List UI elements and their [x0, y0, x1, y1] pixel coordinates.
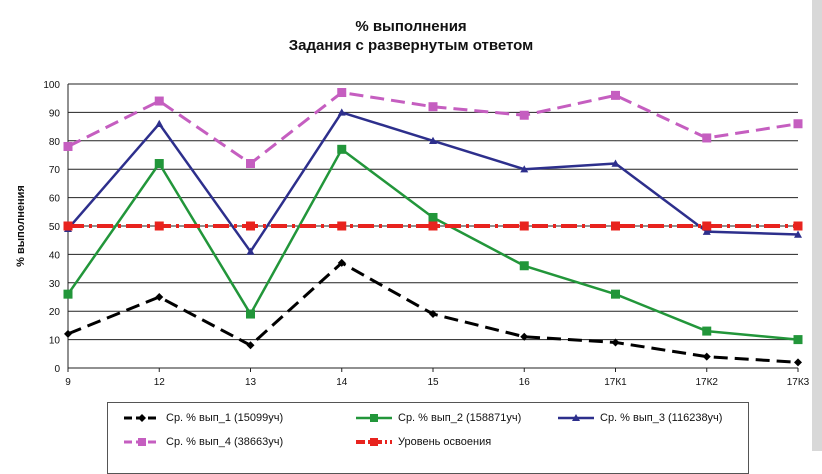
legend-item-1: Ср. % вып_1 (15099уч)	[122, 409, 283, 427]
series-4-point	[337, 88, 347, 98]
series-5-point	[519, 221, 529, 231]
series-2-point	[793, 335, 803, 345]
y-axis-label: % выполнения	[15, 185, 27, 267]
series-5-point	[154, 221, 164, 231]
y-tick-label: 50	[49, 222, 61, 233]
series-5-point	[337, 221, 347, 231]
series-4-point	[246, 159, 255, 169]
x-tick-label: 13	[245, 377, 257, 388]
legend-swatch-marker	[138, 414, 146, 422]
legend-swatch	[356, 438, 392, 446]
x-tick-label: 9	[65, 377, 71, 388]
legend-item-2: Ср. % вып_2 (158871уч)	[354, 409, 521, 427]
series-3-point	[794, 230, 802, 238]
x-tick-label: 17К3	[787, 377, 810, 388]
series-5-point	[793, 221, 803, 231]
legend-label: Уровень освоения	[398, 436, 492, 448]
legend-swatch	[124, 438, 160, 446]
y-tick-label: 70	[49, 165, 61, 176]
legend-item-4: Ср. % вып_4 (38663уч)	[122, 433, 283, 451]
line-chart: 0 10 20 30 40 50 60 70 80 90 100 9 12 13 14 15 16 17К1 17К…	[15, 80, 810, 388]
series-2-point	[337, 144, 347, 154]
y-tick-label: 40	[49, 250, 61, 261]
series-4-point	[154, 96, 164, 106]
y-tick-label: 30	[49, 279, 61, 290]
series-3-point	[337, 108, 346, 116]
legend-label: Ср. % вып_2 (158871уч)	[398, 412, 522, 424]
series-1-point	[794, 358, 802, 367]
y-tick-label: 90	[49, 108, 61, 119]
legend-swatch	[124, 414, 160, 422]
legend-swatch-marker	[138, 438, 146, 446]
series-3-point	[155, 119, 164, 127]
y-tick-label: 60	[49, 194, 61, 205]
series-2-point	[63, 289, 73, 299]
series-3-point	[702, 227, 711, 235]
legend-swatch-marker	[370, 438, 378, 446]
series-2-point	[519, 261, 529, 271]
chart-frame: % выполнения Задания с развернутым ответ…	[15, 0, 822, 474]
series-2-point	[246, 309, 255, 319]
series-3-point	[246, 247, 255, 255]
series-2-point	[702, 326, 712, 336]
x-tick-label: 16	[519, 377, 531, 388]
series-5-point	[428, 221, 438, 231]
series-2-point	[154, 159, 164, 169]
series-2-point	[611, 289, 620, 299]
series-1-point	[520, 332, 529, 341]
series-4-point	[63, 141, 73, 151]
series-1-point	[702, 352, 711, 361]
legend-label: Ср. % вып_4 (38663уч)	[166, 436, 284, 448]
y-tick-label: 80	[49, 137, 61, 148]
y-tick-label: 10	[49, 336, 61, 347]
legend-label: Ср. % вып_1 (15099уч)	[166, 412, 284, 424]
legend-item-3: Ср. % вып_3 (116238уч)	[556, 409, 722, 427]
series-4-point	[611, 90, 620, 100]
legend-item-5: Уровень освоения	[354, 433, 491, 451]
x-tick-label: 17К2	[695, 377, 718, 388]
y-tick-label: 0	[54, 364, 60, 375]
series-1-point	[337, 258, 346, 267]
y-tick-label: 20	[49, 307, 61, 318]
page-edge	[812, 0, 822, 451]
x-tick-label: 15	[427, 377, 439, 388]
series-3-point	[611, 159, 620, 167]
series-2-point	[428, 212, 438, 222]
legend-swatch	[558, 414, 594, 421]
legend: Ср. % вып_1 (15099уч) Ср. % вып_2 (158871…	[107, 402, 749, 474]
legend-swatch-marker	[572, 414, 580, 421]
series-1-point	[246, 341, 255, 350]
series-4-point	[428, 102, 438, 112]
x-tick-label: 17К1	[604, 377, 627, 388]
series-5-point	[611, 221, 620, 231]
series-5-point	[246, 221, 255, 231]
legend-label: Ср. % вып_3 (116238уч)	[600, 412, 723, 424]
y-tick-label: 100	[43, 80, 60, 91]
series-1-point	[611, 338, 620, 347]
series-1-point	[64, 329, 72, 338]
x-tick-label: 12	[154, 377, 166, 388]
x-tick-label: 14	[336, 377, 348, 388]
series-5-point	[63, 221, 73, 231]
legend-swatch	[356, 414, 392, 422]
legend-swatch-marker	[370, 414, 378, 422]
series-4-point	[702, 133, 712, 143]
series-4-point	[793, 119, 803, 129]
chart-subtitle: Задания с развернутым ответом	[288, 37, 534, 54]
series-4-point	[519, 110, 529, 120]
series-1-point	[429, 310, 437, 319]
series-3-point	[429, 136, 437, 144]
series-1-point	[155, 293, 164, 301]
chart-title: % выполнения	[355, 18, 467, 35]
series-3-point	[520, 165, 529, 173]
series-5-point	[702, 221, 712, 231]
